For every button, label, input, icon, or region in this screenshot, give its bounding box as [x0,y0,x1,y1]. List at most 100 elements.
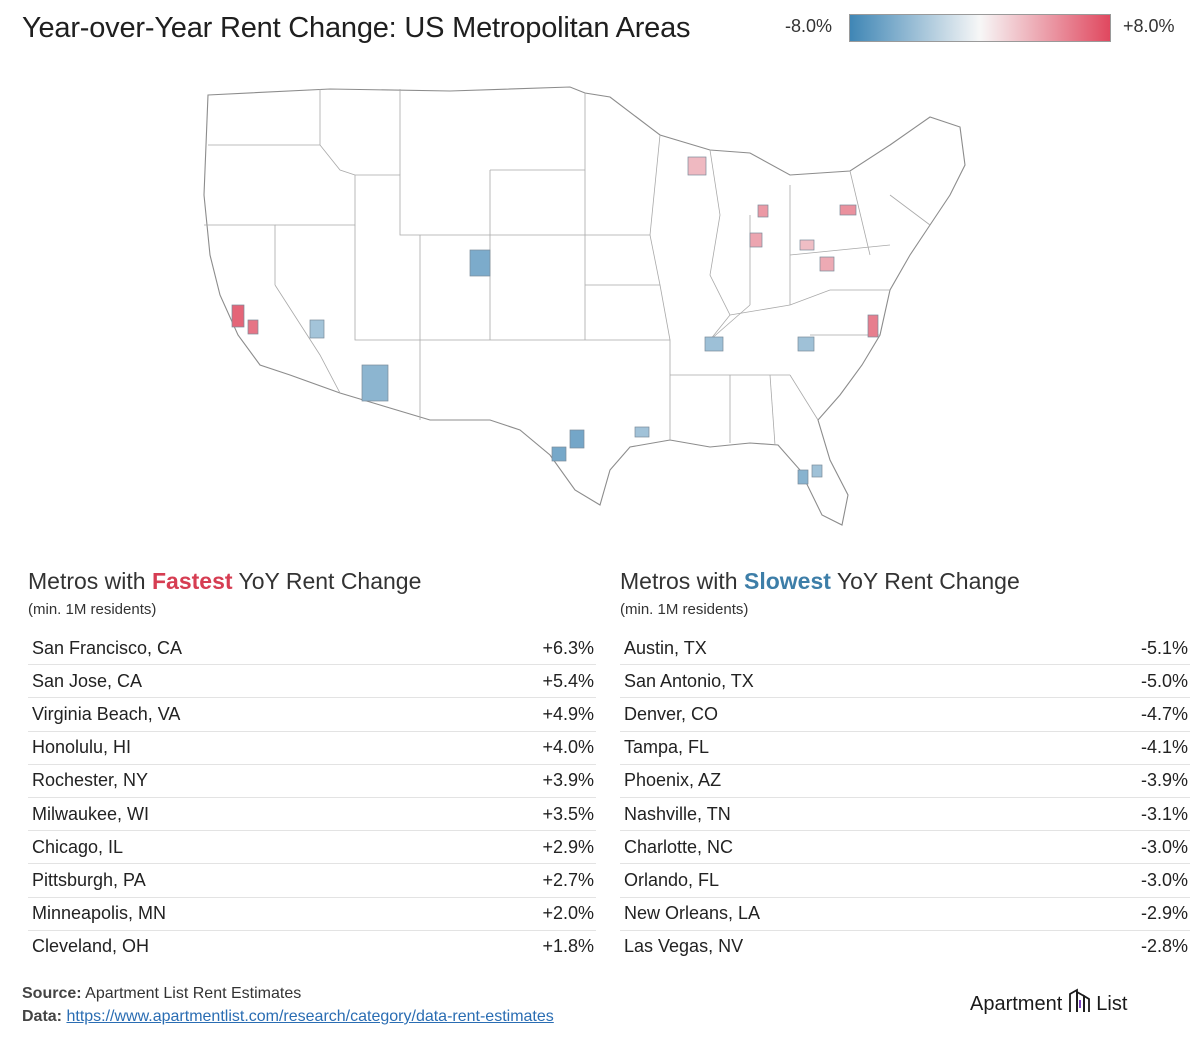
metro-region-milwaukee-wi [757,204,769,218]
state-borders [204,89,931,446]
metro-name: Virginia Beach, VA [32,703,181,724]
us-metro-map [190,75,990,545]
metro-value: -3.0% [1140,836,1188,857]
metro-region-austin-tx [569,429,585,449]
table-row: San Jose, CA +5.4% [28,664,596,697]
table-row: Charlotte, NC -3.0% [620,830,1190,863]
brand-left-text: Apartment [970,992,1063,1015]
metro-name: Las Vegas, NV [624,936,744,957]
apartment-list-logo: Apartment List [970,988,1127,1020]
brand-right-text: List [1096,992,1128,1015]
metro-name: Pittsburgh, PA [32,869,146,890]
metro-value: -4.7% [1140,703,1188,724]
legend-max-label: +8.0% [1123,16,1175,36]
table-row: Rochester, NY +3.9% [28,763,596,797]
metro-name: Austin, TX [624,637,707,658]
footer-source: Source: Apartment List Rent Estimates Da… [22,982,554,1028]
us-map-svg [203,86,966,526]
fastest-title-prefix: Metros with [28,568,152,594]
table-row: San Francisco, CA +6.3% [28,632,596,664]
metro-value: -5.0% [1140,670,1188,691]
fastest-table: San Francisco, CA +6.3% San Jose, CA +5.4%… [28,632,596,963]
fastest-panel: Metros with Fastest YoY Rent Change (min… [28,568,596,963]
table-row: Phoenix, AZ -3.9% [620,763,1190,797]
metro-value: +4.0% [542,737,594,758]
metro-value: -4.1% [1140,737,1188,758]
metro-region-virginia-beach-va [867,314,879,338]
metro-region-tampa-fl [797,469,809,485]
metro-value: +6.3% [542,637,594,658]
metro-name: Denver, CO [624,703,719,724]
table-row: Cleveland, OH +1.8% [28,929,596,963]
metro-value: -3.9% [1140,770,1188,791]
metro-value: -2.9% [1140,903,1188,924]
slowest-title-highlight: Slowest [743,568,831,594]
metro-region-new-orleans-la [634,426,650,438]
metro-region-san-francisco-ca [231,304,245,328]
metro-name: Charlotte, NC [624,836,734,857]
metro-value: +1.8% [542,936,594,957]
metro-region-pittsburgh-pa [819,256,835,272]
metro-value: +3.9% [542,770,594,791]
metro-value: +5.4% [542,670,594,691]
slowest-panel-subtitle: (min. 1M residents) [620,601,749,618]
table-row: Austin, TX -5.1% [620,632,1190,664]
table-row: Las Vegas, NV -2.8% [620,929,1190,963]
fastest-title-highlight: Fastest [151,568,233,594]
table-row: Orlando, FL -3.0% [620,863,1190,896]
metro-name: Orlando, FL [624,869,720,890]
table-row: Pittsburgh, PA +2.7% [28,863,596,896]
metro-region-san-antonio-tx [551,446,567,462]
table-row: Denver, CO -4.7% [620,697,1190,730]
metro-name: Honolulu, HI [32,737,132,758]
table-row: Virginia Beach, VA +4.9% [28,697,596,730]
metro-name: San Francisco, CA [32,637,183,658]
table-row: Tampa, FL -4.1% [620,730,1190,764]
metro-value: +2.9% [542,836,594,857]
page-title: Year-over-Year Rent Change: US Metropoli… [22,12,691,44]
table-row: San Antonio, TX -5.0% [620,664,1190,697]
source-text: Apartment List Rent Estimates [81,985,302,1002]
metro-regions [231,156,879,485]
metro-name: San Antonio, TX [624,670,754,691]
metro-name: Nashville, TN [624,803,731,824]
table-row: Chicago, IL +2.9% [28,830,596,863]
metro-region-nashville-tn [704,336,724,352]
table-row: New Orleans, LA -2.9% [620,896,1190,930]
metro-name: Rochester, NY [32,770,149,791]
metro-value: -3.0% [1140,869,1188,890]
metro-name: San Jose, CA [32,670,143,691]
metro-region-cleveland-oh [799,239,815,251]
metro-region-las-vegas-nv [309,319,325,339]
metro-value: +2.0% [542,903,594,924]
table-row: Milwaukee, WI +3.5% [28,796,596,830]
slowest-panel-title: Metros with Slowest YoY Rent Change [620,568,1190,595]
data-link[interactable]: https://www.apartmentlist.com/research/c… [66,1008,554,1025]
metro-value: +2.7% [542,869,594,890]
metro-region-chicago-il [749,232,763,248]
metro-region-denver-co [469,249,491,277]
metro-region-phoenix-az [361,364,389,402]
fastest-panel-subtitle: (min. 1M residents) [28,601,157,618]
metro-region-orlando-fl [811,464,823,478]
us-outline [203,86,966,526]
metro-value: -2.8% [1140,936,1188,957]
building-icon [1066,988,1092,1020]
fastest-title-suffix: YoY Rent Change [232,568,422,594]
slowest-panel: Metros with Slowest YoY Rent Change (min… [620,568,1190,963]
legend-gradient-bar [849,14,1111,42]
metro-name: Chicago, IL [32,836,124,857]
table-row: Minneapolis, MN +2.0% [28,896,596,930]
data-label: Data: [22,1008,63,1025]
metro-region-san-jose-ca [247,319,259,335]
metro-region-charlotte-nc [797,336,815,352]
slowest-title-suffix: YoY Rent Change [830,568,1020,594]
source-label: Source: [22,985,82,1002]
metro-region-minneapolis-mn [687,156,707,176]
slowest-title-prefix: Metros with [620,568,744,594]
fastest-panel-title: Metros with Fastest YoY Rent Change [28,568,596,595]
metro-name: Cleveland, OH [32,936,150,957]
metro-value: -5.1% [1140,637,1188,658]
metro-value: +4.9% [542,703,594,724]
table-row: Honolulu, HI +4.0% [28,730,596,764]
